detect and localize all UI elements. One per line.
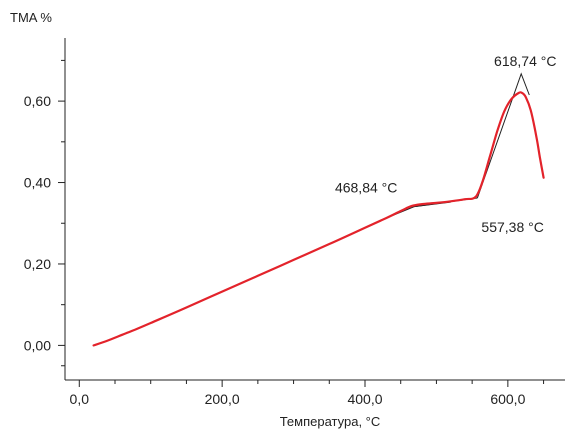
temperature-annotation: 557,38 °C [481, 219, 543, 235]
x-tick-label: 600,0 [490, 391, 525, 407]
tma-curve [92, 91, 545, 347]
temperature-annotation: 468,84 °C [335, 180, 397, 196]
x-axis-label: Температура, °C [280, 414, 381, 429]
y-tick-label: 0,60 [24, 93, 51, 109]
y-axis-label: TMA % [10, 10, 52, 25]
temperature-annotation: 618,74 °C [494, 53, 556, 69]
y-tick-label: 0,40 [24, 175, 51, 191]
tangent-line [476, 72, 530, 199]
x-tick-label: 0,0 [70, 391, 90, 407]
x-tick-label: 400,0 [347, 391, 382, 407]
y-tick-label: 0,00 [24, 337, 51, 353]
x-tick-label: 200,0 [205, 391, 240, 407]
y-tick-label: 0,20 [24, 256, 51, 272]
